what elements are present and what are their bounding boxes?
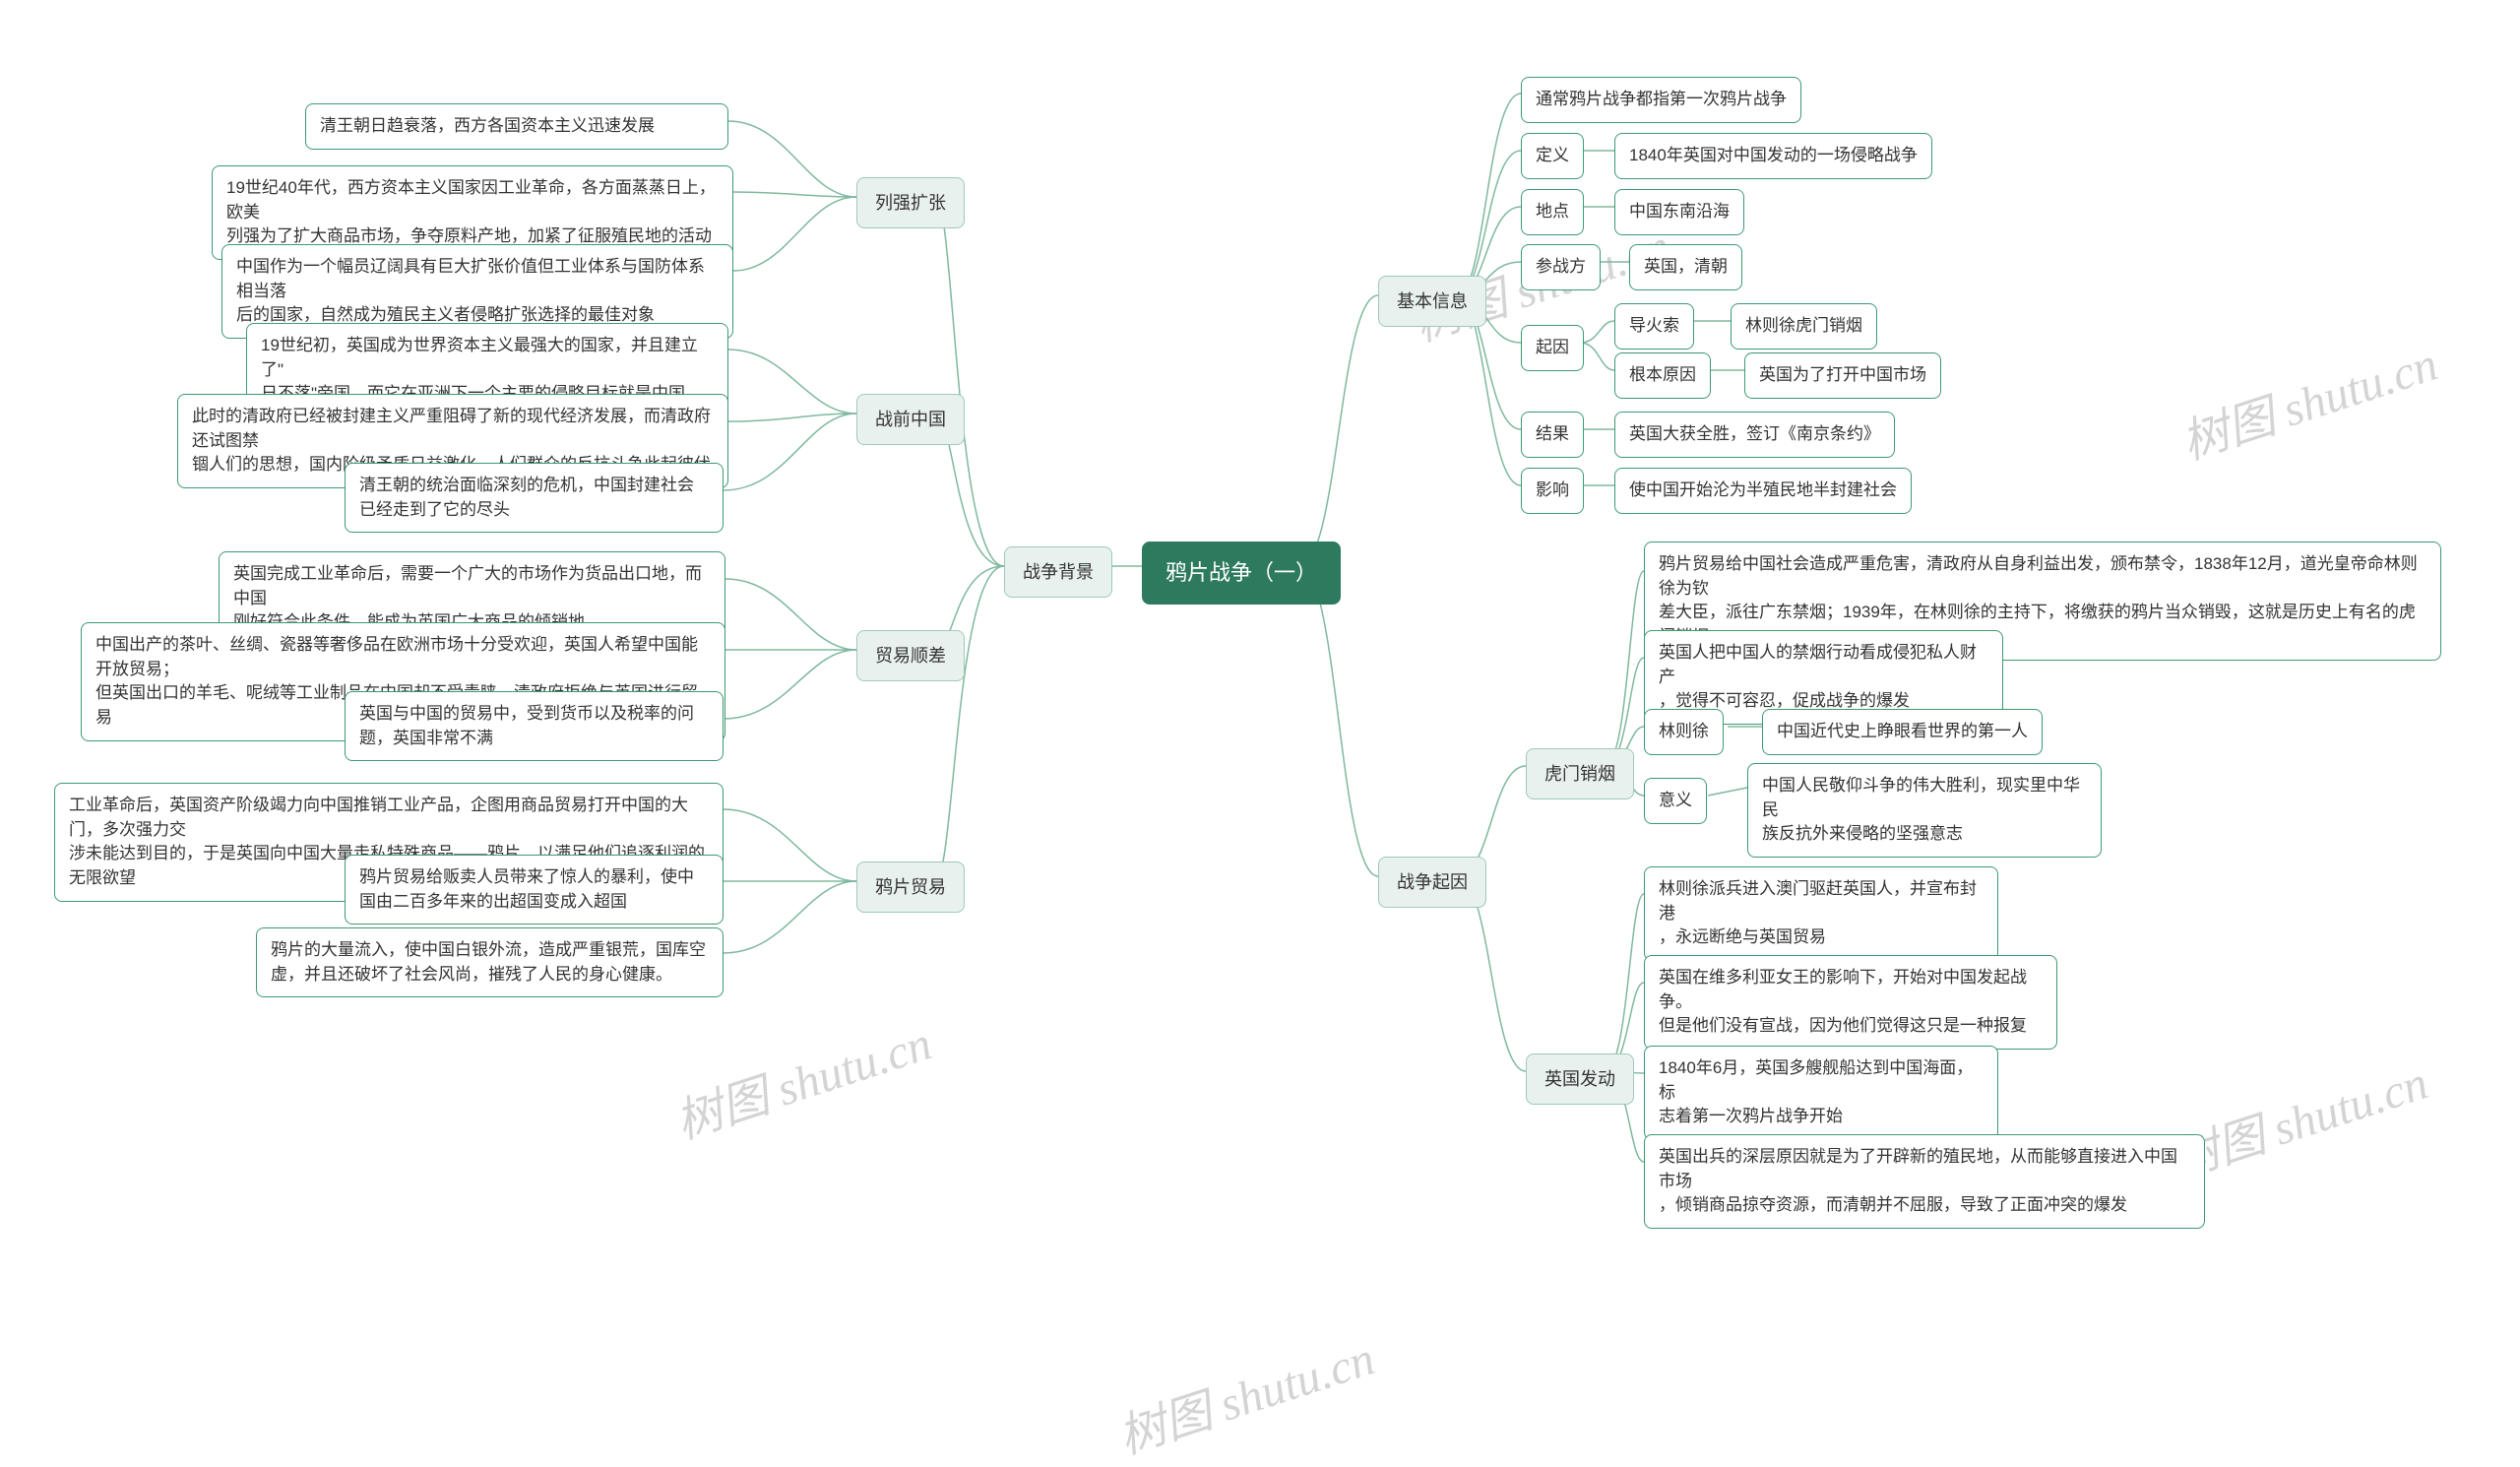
leaf: 清王朝日趋衰落，西方各国资本主义迅速发展 <box>305 103 728 150</box>
leaf: 林则徐虎门销烟 <box>1731 303 1877 350</box>
leaf: 鸦片的大量流入，使中国白银外流，造成严重银荒，国库空 虚，并且还破坏了社会风尚，… <box>256 927 724 997</box>
watermark: 树图 shutu.cn <box>665 1004 939 1152</box>
basic-impact: 影响 <box>1521 468 1584 514</box>
leaf: 林则徐派兵进入澳门驱赶英国人，并宣布封港 ，永远断绝与英国贸易 <box>1644 866 1998 961</box>
leaf: 英国为了打开中国市场 <box>1744 352 1941 399</box>
leaf: 英国与中国的贸易中，受到货币以及税率的问 题，英国非常不满 <box>345 691 724 761</box>
leaf: 1840年英国对中国发动的一场侵略战争 <box>1614 133 1932 179</box>
leaf: 英国出兵的深层原因就是为了开辟新的殖民地，从而能够直接进入中国市场 ，倾销商品掠… <box>1644 1134 2205 1229</box>
watermark: 树图 shutu.cn <box>1108 1319 1382 1467</box>
branch-background[interactable]: 战争背景 <box>1004 546 1112 598</box>
leaf: 中国人民敬仰斗争的伟大胜利，现实里中华民 族反抗外来侵略的坚强意志 <box>1747 763 2102 858</box>
cause-root: 根本原因 <box>1614 352 1711 399</box>
leaf: 鸦片贸易给贩卖人员带来了惊人的暴利，使中 国由二百多年来的出超国变成入超国 <box>345 855 724 925</box>
basic-definition: 定义 <box>1521 133 1584 179</box>
leaf: 1840年6月，英国多艘舰船达到中国海面，标 志着第一次鸦片战争开始 <box>1644 1046 1998 1140</box>
leaf: 清王朝的统治面临深刻的危机，中国封建社会 已经走到了它的尽头 <box>345 463 724 533</box>
leaf: 英国在维多利亚女王的影响下，开始对中国发起战争。 但是他们没有宣战，因为他们觉得… <box>1644 955 2057 1050</box>
sub-humen[interactable]: 虎门销烟 <box>1526 748 1634 799</box>
basic-location: 地点 <box>1521 189 1584 235</box>
basic-parties: 参战方 <box>1521 244 1601 290</box>
leaf: 中国东南沿海 <box>1614 189 1744 235</box>
sub-prewar-china[interactable]: 战前中国 <box>856 394 965 445</box>
sub-opium-trade[interactable]: 鸦片贸易 <box>856 861 965 913</box>
leaf: 中国近代史上睁眼看世界的第一人 <box>1762 709 2043 755</box>
lin-zexu: 林则徐 <box>1644 709 1724 755</box>
leaf: 英国，清朝 <box>1629 244 1742 290</box>
sub-british-launch[interactable]: 英国发动 <box>1526 1053 1634 1105</box>
root-node[interactable]: 鸦片战争（一） <box>1142 542 1341 605</box>
branch-war-cause[interactable]: 战争起因 <box>1378 857 1486 908</box>
leaf: 通常鸦片战争都指第一次鸦片战争 <box>1521 77 1801 123</box>
sub-expansion[interactable]: 列强扩张 <box>856 177 965 228</box>
significance: 意义 <box>1644 778 1707 824</box>
leaf: 使中国开始沦为半殖民地半封建社会 <box>1614 468 1912 514</box>
basic-result: 结果 <box>1521 412 1584 458</box>
cause-trigger: 导火索 <box>1614 303 1694 350</box>
branch-basic-info[interactable]: 基本信息 <box>1378 276 1486 327</box>
leaf: 英国大获全胜，签订《南京条约》 <box>1614 412 1895 458</box>
sub-trade-surplus[interactable]: 贸易顺差 <box>856 630 965 681</box>
watermark: 树图 shutu.cn <box>2172 325 2445 473</box>
basic-cause: 起因 <box>1521 325 1584 371</box>
